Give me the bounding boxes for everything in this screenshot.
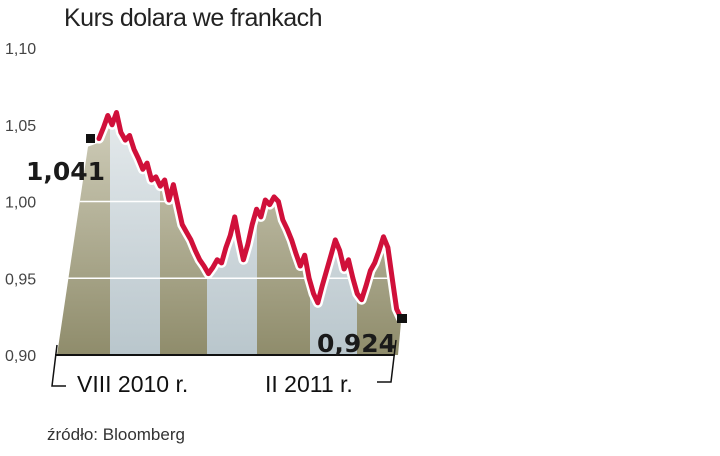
end-value-label: 0,924 <box>317 329 396 358</box>
y-tick-label: 1,00 <box>5 195 36 212</box>
y-tick-label: 0,95 <box>5 271 36 288</box>
x-tick-label: VIII 2010 r. <box>77 371 188 397</box>
start-marker <box>86 134 95 143</box>
x-axis-right-bracket <box>377 339 397 383</box>
start-value-label: 1,041 <box>26 157 105 186</box>
end-marker <box>397 314 407 323</box>
y-tick-label: 1,05 <box>5 118 36 135</box>
background-band <box>207 116 257 355</box>
background-band <box>357 116 401 355</box>
x-axis-left-bracket <box>51 344 66 387</box>
y-tick-label: 1,10 <box>5 41 36 58</box>
series-line <box>96 110 404 321</box>
background-band <box>110 116 160 355</box>
y-tick-label: 0,90 <box>5 348 36 365</box>
chart-title: Kurs dolara we frankach <box>64 4 323 32</box>
x-tick-label: II 2011 r. <box>265 371 353 397</box>
background-band <box>310 116 357 355</box>
source-note: źródło: Bloomberg <box>47 425 185 444</box>
background-band <box>57 116 110 355</box>
